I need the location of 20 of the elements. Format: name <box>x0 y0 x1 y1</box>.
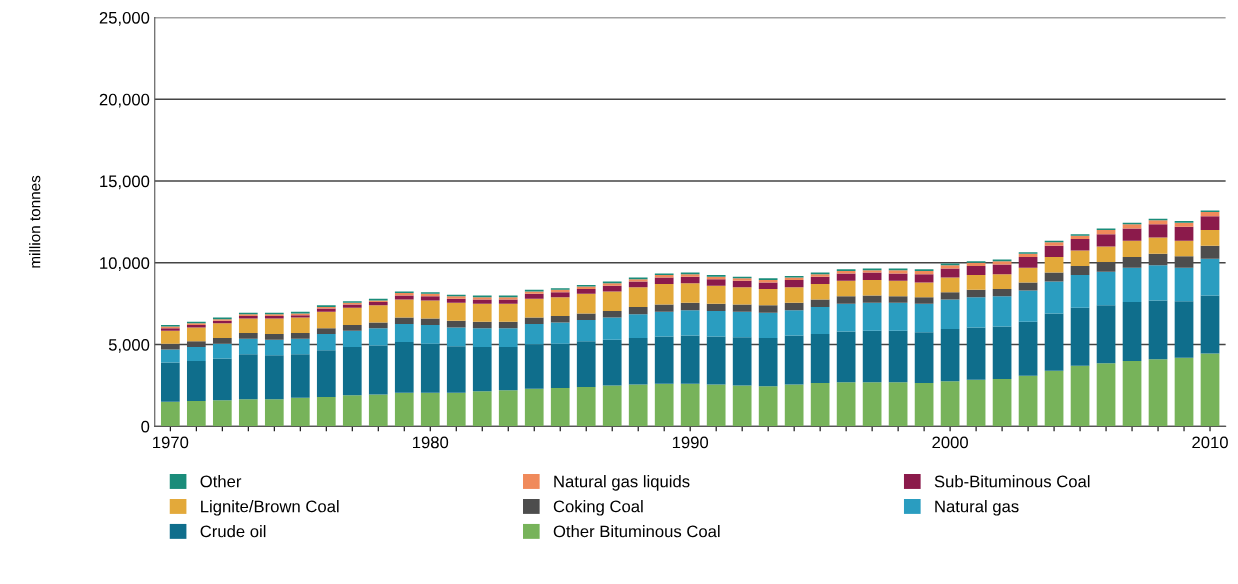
legend-label: Other Bituminous Coal <box>553 525 720 538</box>
legend-label: Natural gas liquids <box>554 475 690 491</box>
y-axis-title: million tonnes <box>29 175 41 268</box>
legend-label: Natural gas <box>935 500 1019 516</box>
x-tick-label: 1990 <box>672 436 709 449</box>
y-tick-label: 25,000 <box>99 11 150 26</box>
y-tick-label: 15,000 <box>100 175 150 190</box>
x-tick-label: 2000 <box>932 436 968 449</box>
y-tick-label: 5,000 <box>108 338 150 353</box>
x-tick-label: 2010 <box>1192 436 1228 449</box>
legend-label: Coking Coal <box>553 500 643 516</box>
legend-label: Lignite/Brown Coal <box>201 500 339 516</box>
y-tick-label: 20,000 <box>99 93 150 108</box>
x-tick-label: 1980 <box>413 436 449 449</box>
x-tick-label: 1970 <box>153 436 189 449</box>
legend-label: Sub-Bituminous Coal <box>934 475 1090 488</box>
y-tick-label: 0 <box>141 420 150 433</box>
legend-label: Crude oil <box>200 525 266 538</box>
y-tick-label: 10,000 <box>100 257 150 271</box>
legend-label: Other <box>200 475 242 488</box>
